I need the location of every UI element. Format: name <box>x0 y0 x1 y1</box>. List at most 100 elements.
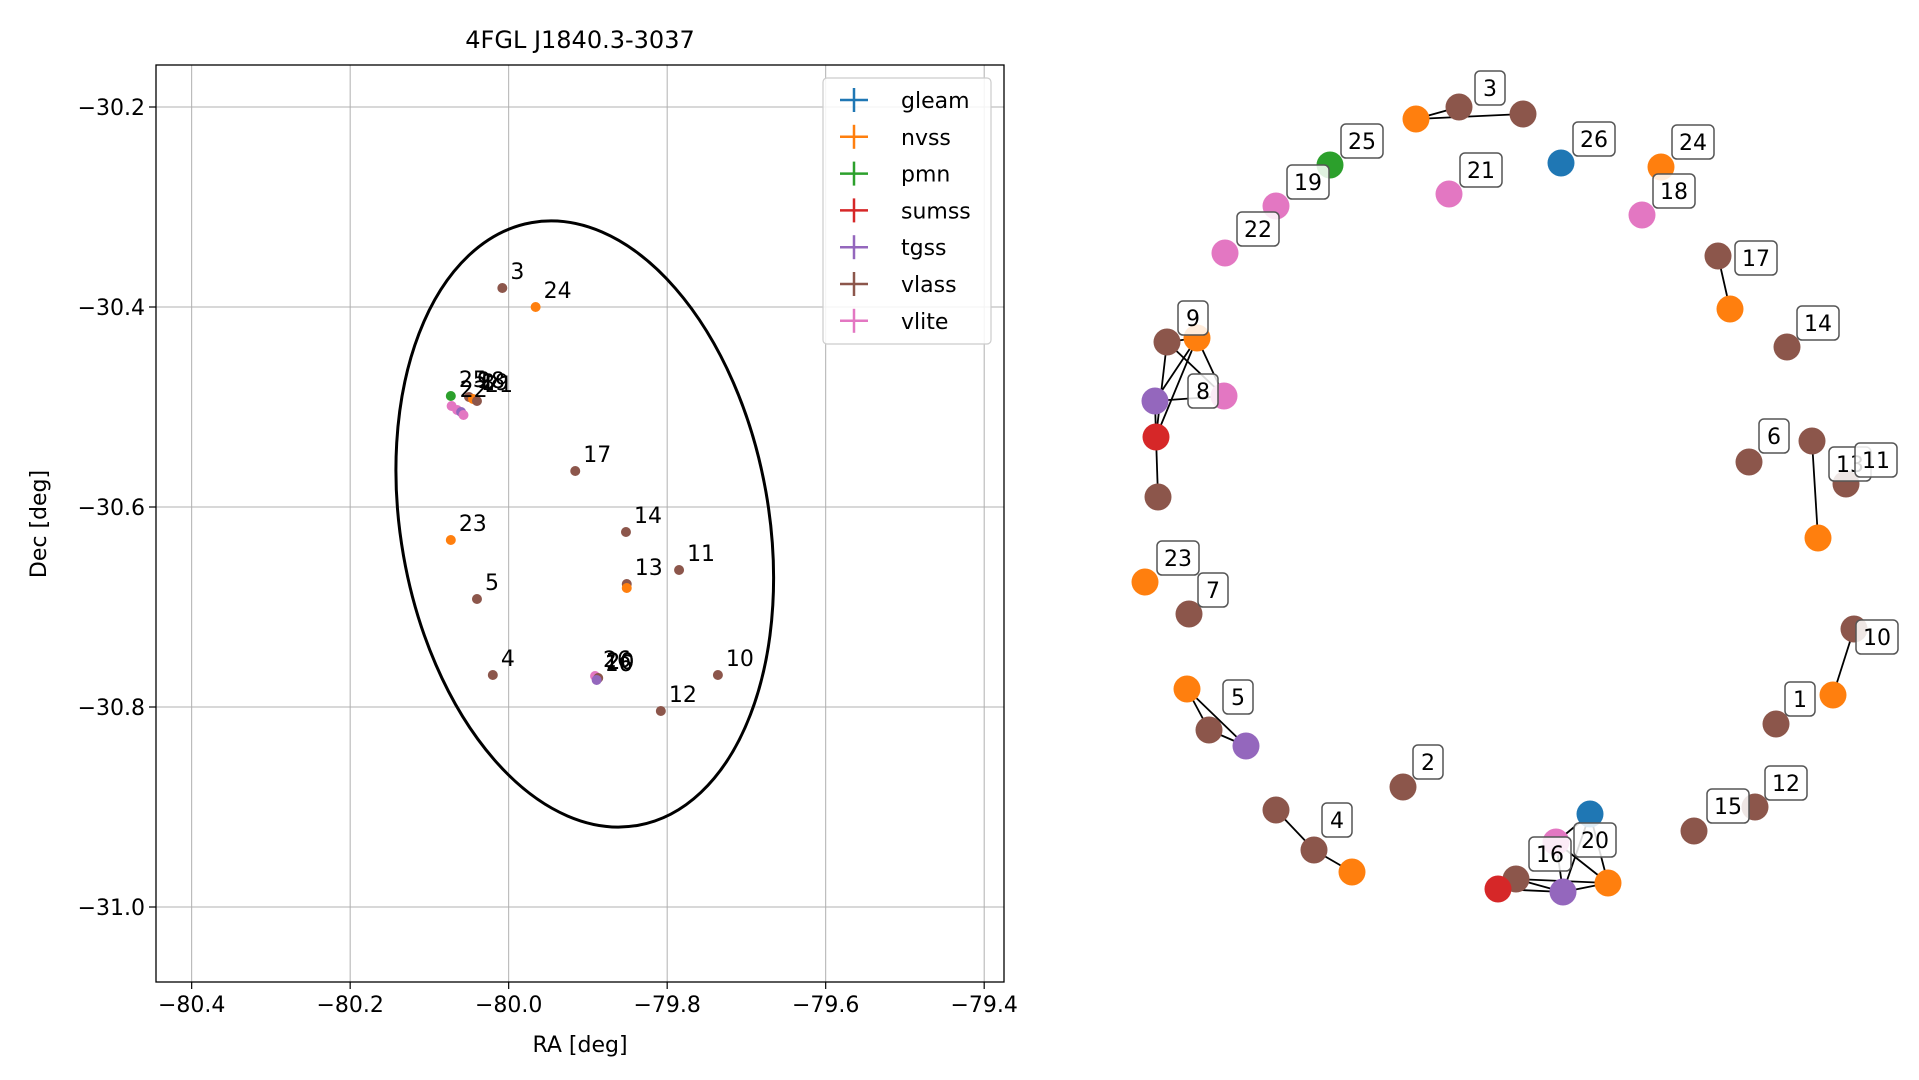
graph-node-gleam <box>1576 800 1604 828</box>
point-label: 8 <box>481 371 495 396</box>
graph-node-label: 15 <box>1706 788 1750 824</box>
graph-node-label: 7 <box>1197 572 1229 608</box>
point-label: 10 <box>726 647 754 672</box>
graph-node-tgss <box>1232 732 1260 760</box>
label-box <box>1573 822 1617 858</box>
scatter-point-pmn <box>445 391 456 401</box>
scatter-point-vlass <box>655 706 666 716</box>
point-label: 12 <box>669 683 697 708</box>
point-label: 9 <box>477 369 491 394</box>
x-tick-label: −79.4 <box>950 993 1017 1018</box>
legend-label: nvss <box>901 126 951 151</box>
label-text: 2 <box>1421 751 1435 776</box>
label-text: 15 <box>1714 795 1742 820</box>
label-text: 9 <box>1186 307 1200 332</box>
legend-item-gleam: gleam <box>840 88 970 114</box>
label-text: 16 <box>1536 843 1564 868</box>
label-text: 25 <box>1348 130 1376 155</box>
y-tick-label: −30.4 <box>78 296 145 321</box>
graph-node-nvss <box>1594 869 1622 897</box>
legend-label: pmn <box>901 163 950 188</box>
graph-node-label: 12 <box>1764 765 1808 801</box>
graph-node-sumss <box>1142 423 1170 451</box>
point-label: 26 <box>603 648 631 673</box>
point-label: 23 <box>459 512 487 537</box>
graph-edge <box>1186 688 1247 747</box>
graph-node-label: 19 <box>1286 164 1330 200</box>
label-box <box>1758 418 1790 454</box>
label-text: 20 <box>1581 829 1609 854</box>
x-tick-label: −80.4 <box>158 993 225 1018</box>
graph-node-vlass <box>1175 600 1203 628</box>
graph-node-label: 2 <box>1412 744 1444 780</box>
label-box <box>1734 240 1778 276</box>
legend-item-vlass: vlass <box>840 272 957 298</box>
point-label: 5 <box>485 571 499 596</box>
graph-node-label: 11 <box>1854 442 1898 478</box>
graph-node-label: 16 <box>1528 836 1572 872</box>
label-text: 7 <box>1206 579 1220 604</box>
graph-node-vlass <box>1262 796 1290 824</box>
label-text: 3 <box>1483 77 1497 102</box>
graph-node-nvss <box>1716 295 1744 323</box>
y-tick-label: −30.8 <box>78 696 145 721</box>
y-axis-label: Dec [deg] <box>27 470 52 578</box>
scatter-point-vlite <box>458 410 469 420</box>
graph-node-nvss <box>1338 858 1366 886</box>
y-tick-label: −31.0 <box>78 896 145 921</box>
label-text: 18 <box>1660 180 1688 205</box>
graph-node-vlass <box>1798 427 1826 455</box>
point-label: 21 <box>485 373 513 398</box>
label-text: 11 <box>1862 449 1890 474</box>
graph-node-vlass <box>1195 716 1223 744</box>
legend: gleam nvss pmn sumss tgss vlass vlite <box>822 77 992 345</box>
point-label: 24 <box>544 279 572 304</box>
x-tick-label: −80.2 <box>316 993 383 1018</box>
label-text: 12 <box>1772 772 1800 797</box>
label-text: 22 <box>1244 218 1272 243</box>
label-text: 1 <box>1793 688 1807 713</box>
point-label: 18 <box>477 369 505 394</box>
graph-node-vlass <box>1762 710 1790 738</box>
legend-label: tgss <box>901 236 947 261</box>
label-text: 8 <box>1196 380 1210 405</box>
x-tick-label: −79.6 <box>792 993 859 1018</box>
graph-node-nvss <box>1173 675 1201 703</box>
graph-nodes <box>1131 93 1868 906</box>
graph-edge <box>1811 440 1819 539</box>
label-box <box>1197 572 1229 608</box>
graph-node-vlass <box>1704 242 1732 270</box>
graph-node-vlass <box>1445 93 1473 121</box>
graph-node-vlass <box>1153 328 1181 356</box>
scatter-point-vlass <box>471 396 482 406</box>
scatter-point-nvss <box>621 583 632 593</box>
point-label: 22 <box>460 378 488 403</box>
scatter-point-vlass <box>674 565 685 575</box>
point-label: 19 <box>481 371 509 396</box>
graph-node-label: 1 <box>1784 681 1816 717</box>
scatter-point-vlass <box>471 594 482 604</box>
localization-ellipse <box>394 219 776 829</box>
graph-edge <box>1415 113 1524 120</box>
graph-node-vlass <box>1389 773 1417 801</box>
scatter-point-vlass <box>570 466 581 476</box>
point-label: 17 <box>583 443 611 468</box>
scatter-point-tgss <box>591 675 602 685</box>
graph-node-label: 25 <box>1340 123 1384 159</box>
label-box <box>1177 300 1209 336</box>
y-tick-label: −30.6 <box>78 496 145 521</box>
axes-frame <box>155 64 1005 983</box>
label-text: 6 <box>1767 425 1781 450</box>
label-text: 14 <box>1804 312 1832 337</box>
graph-node-label: 14 <box>1796 305 1840 341</box>
label-box <box>1652 173 1696 209</box>
graph-node-label: 18 <box>1652 173 1696 209</box>
graph-node-label: 23 <box>1156 540 1200 576</box>
label-box <box>1236 211 1280 247</box>
point-label: 3 <box>510 260 524 285</box>
point-label: 16 <box>605 652 633 677</box>
legend-label: vlass <box>901 273 957 298</box>
y-ticks: −30.2 −30.4 −30.6 −30.8 −31.0 <box>78 96 156 921</box>
label-box <box>1855 619 1899 655</box>
